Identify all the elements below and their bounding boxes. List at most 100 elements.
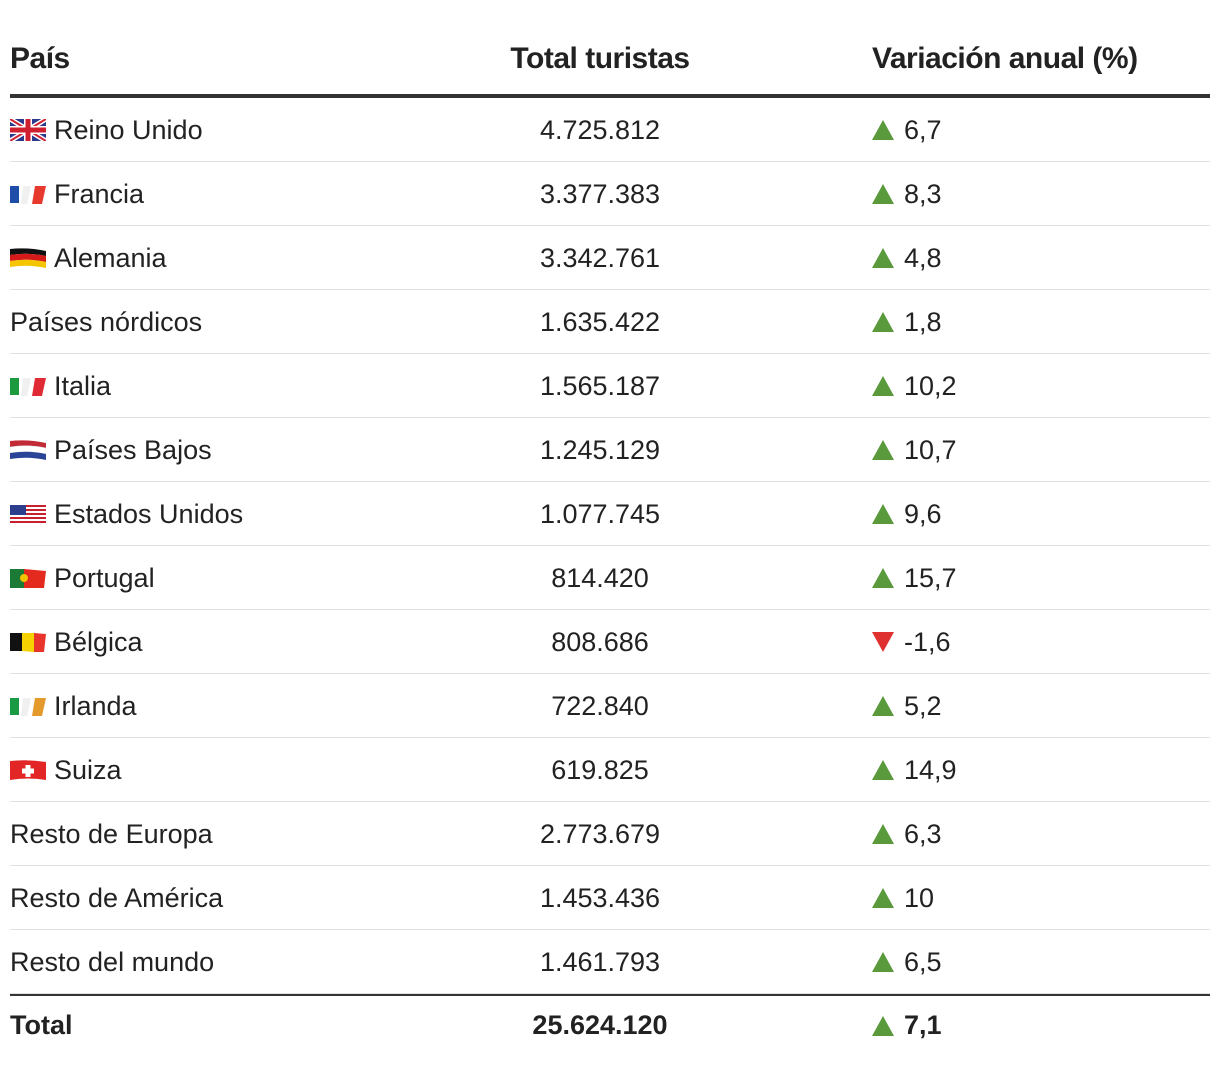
table-row: Resto de Europa 2.773.679 6,3 — [10, 802, 1210, 866]
total-tourists-cell: 2.773.679 — [539, 819, 661, 849]
total-tourists-cell: 1.245.129 — [539, 435, 661, 465]
country-cell: Irlanda — [10, 690, 137, 722]
variation-value: 10 — [904, 883, 935, 913]
total-tourists-cell: 814.420 — [551, 563, 649, 593]
country-cell: Países Bajos — [10, 434, 212, 466]
usa-flag-icon — [10, 503, 46, 525]
country-name: Reino Unido — [54, 115, 203, 145]
variation-cell: 6,3 — [872, 818, 942, 850]
trend-up-icon — [872, 824, 894, 844]
trend-down-icon — [872, 632, 894, 652]
variation-cell: 15,7 — [872, 562, 957, 594]
variation-value: 6,5 — [904, 947, 942, 977]
table-row: Portugal 814.420 15,7 — [10, 546, 1210, 610]
table-row: Estados Unidos 1.077.745 9,6 — [10, 482, 1210, 546]
total-label: Total — [10, 1010, 73, 1040]
variation-cell: 14,9 — [872, 754, 957, 786]
trend-up-icon — [872, 696, 894, 716]
table-row: Irlanda 722.840 5,2 — [10, 674, 1210, 738]
country-cell: Portugal — [10, 562, 155, 594]
germany-flag-icon — [10, 247, 46, 269]
total-tourists-cell: 1.077.745 — [539, 499, 661, 529]
country-cell: Bélgica — [10, 626, 143, 658]
header-variation: Variación anual (%) — [872, 42, 1138, 75]
total-tourists-cell: 722.840 — [551, 691, 649, 721]
variation-value: 9,6 — [904, 499, 942, 529]
total-tourists-cell: 619.825 — [551, 755, 649, 785]
trend-up-icon — [872, 312, 894, 332]
country-cell: Estados Unidos — [10, 498, 243, 530]
table-row: Bélgica 808.686 -1,6 — [10, 610, 1210, 674]
country-cell: Italia — [10, 370, 111, 402]
total-variation-value: 7,1 — [904, 1010, 942, 1040]
total-tourists-cell: 3.377.383 — [539, 179, 661, 209]
country-cell: Resto de Europa — [10, 818, 213, 850]
variation-cell: 5,2 — [872, 690, 942, 722]
country-name: Resto de Europa — [10, 819, 213, 849]
country-cell: Alemania — [10, 242, 167, 274]
table-row: Resto de América 1.453.436 10 — [10, 866, 1210, 930]
variation-value: 6,3 — [904, 819, 942, 849]
total-tourists-cell: 1.461.793 — [539, 947, 661, 977]
table-row: Países nórdicos 1.635.422 1,8 — [10, 290, 1210, 354]
country-name: Resto de América — [10, 883, 224, 913]
france-flag-icon — [10, 183, 46, 205]
switzerland-flag-icon — [10, 759, 46, 781]
trend-up-icon — [872, 568, 894, 588]
table-row: Reino Unido 4.725.812 6,7 — [10, 98, 1210, 162]
country-name: Bélgica — [54, 627, 143, 657]
table-row: Suiza 619.825 14,9 — [10, 738, 1210, 802]
trend-up-icon — [872, 376, 894, 396]
tourism-table: País Total turistas Variación anual (%) … — [10, 28, 1210, 1056]
trend-up-icon — [872, 248, 894, 268]
variation-value: -1,6 — [904, 627, 951, 657]
variation-cell: 10 — [872, 882, 934, 914]
trend-up-icon — [872, 1015, 894, 1036]
ireland-flag-icon — [10, 695, 46, 717]
trend-up-icon — [872, 760, 894, 780]
table-body: Reino Unido 4.725.812 6,7 Francia 3.377.383 8… — [10, 98, 1210, 994]
italy-flag-icon — [10, 375, 46, 397]
country-name: Alemania — [54, 243, 167, 273]
total-tourists-cell: 4.725.812 — [539, 115, 661, 145]
netherlands-flag-icon — [10, 439, 46, 461]
portugal-flag-icon — [10, 567, 46, 589]
variation-cell: 1,8 — [872, 306, 942, 338]
variation-value: 1,8 — [904, 307, 942, 337]
country-name: Estados Unidos — [54, 499, 244, 529]
trend-up-icon — [872, 952, 894, 972]
variation-value: 10,7 — [904, 435, 957, 465]
belgium-flag-icon — [10, 631, 46, 653]
table-row: Alemania 3.342.761 4,8 — [10, 226, 1210, 290]
total-tourists-cell: 808.686 — [551, 627, 649, 657]
variation-cell: -1,6 — [872, 626, 951, 658]
trend-up-icon — [872, 184, 894, 204]
table-row: Francia 3.377.383 8,3 — [10, 162, 1210, 226]
country-name: Italia — [54, 371, 112, 401]
table-row: Resto del mundo 1.461.793 6,5 — [10, 930, 1210, 994]
table-row: Países Bajos 1.245.129 10,7 — [10, 418, 1210, 482]
variation-cell: 6,5 — [872, 946, 942, 978]
country-cell: Suiza — [10, 754, 122, 786]
country-cell: Resto de América — [10, 882, 223, 914]
country-name: Francia — [54, 179, 145, 209]
uk-flag-icon — [10, 119, 46, 141]
header-country: País — [10, 42, 70, 75]
table-row: Italia 1.565.187 10,2 — [10, 354, 1210, 418]
country-name: Irlanda — [54, 691, 137, 721]
variation-value: 6,7 — [904, 115, 942, 145]
table-header: País Total turistas Variación anual (%) — [10, 28, 1210, 98]
country-cell: Reino Unido — [10, 114, 203, 146]
trend-up-icon — [872, 120, 894, 140]
total-tourists-cell: 1.565.187 — [539, 371, 661, 401]
total-tourists-cell: 1.453.436 — [539, 883, 661, 913]
trend-up-icon — [872, 440, 894, 460]
country-cell: Resto del mundo — [10, 946, 214, 978]
country-name: Resto del mundo — [10, 947, 215, 977]
country-cell: Francia — [10, 178, 144, 210]
total-variation: 7,1 — [872, 1010, 942, 1041]
country-name: Países nórdicos — [10, 307, 203, 337]
variation-cell: 9,6 — [872, 498, 942, 530]
variation-value: 10,2 — [904, 371, 957, 401]
total-row: Total 25.624.120 7,1 — [10, 994, 1210, 1056]
